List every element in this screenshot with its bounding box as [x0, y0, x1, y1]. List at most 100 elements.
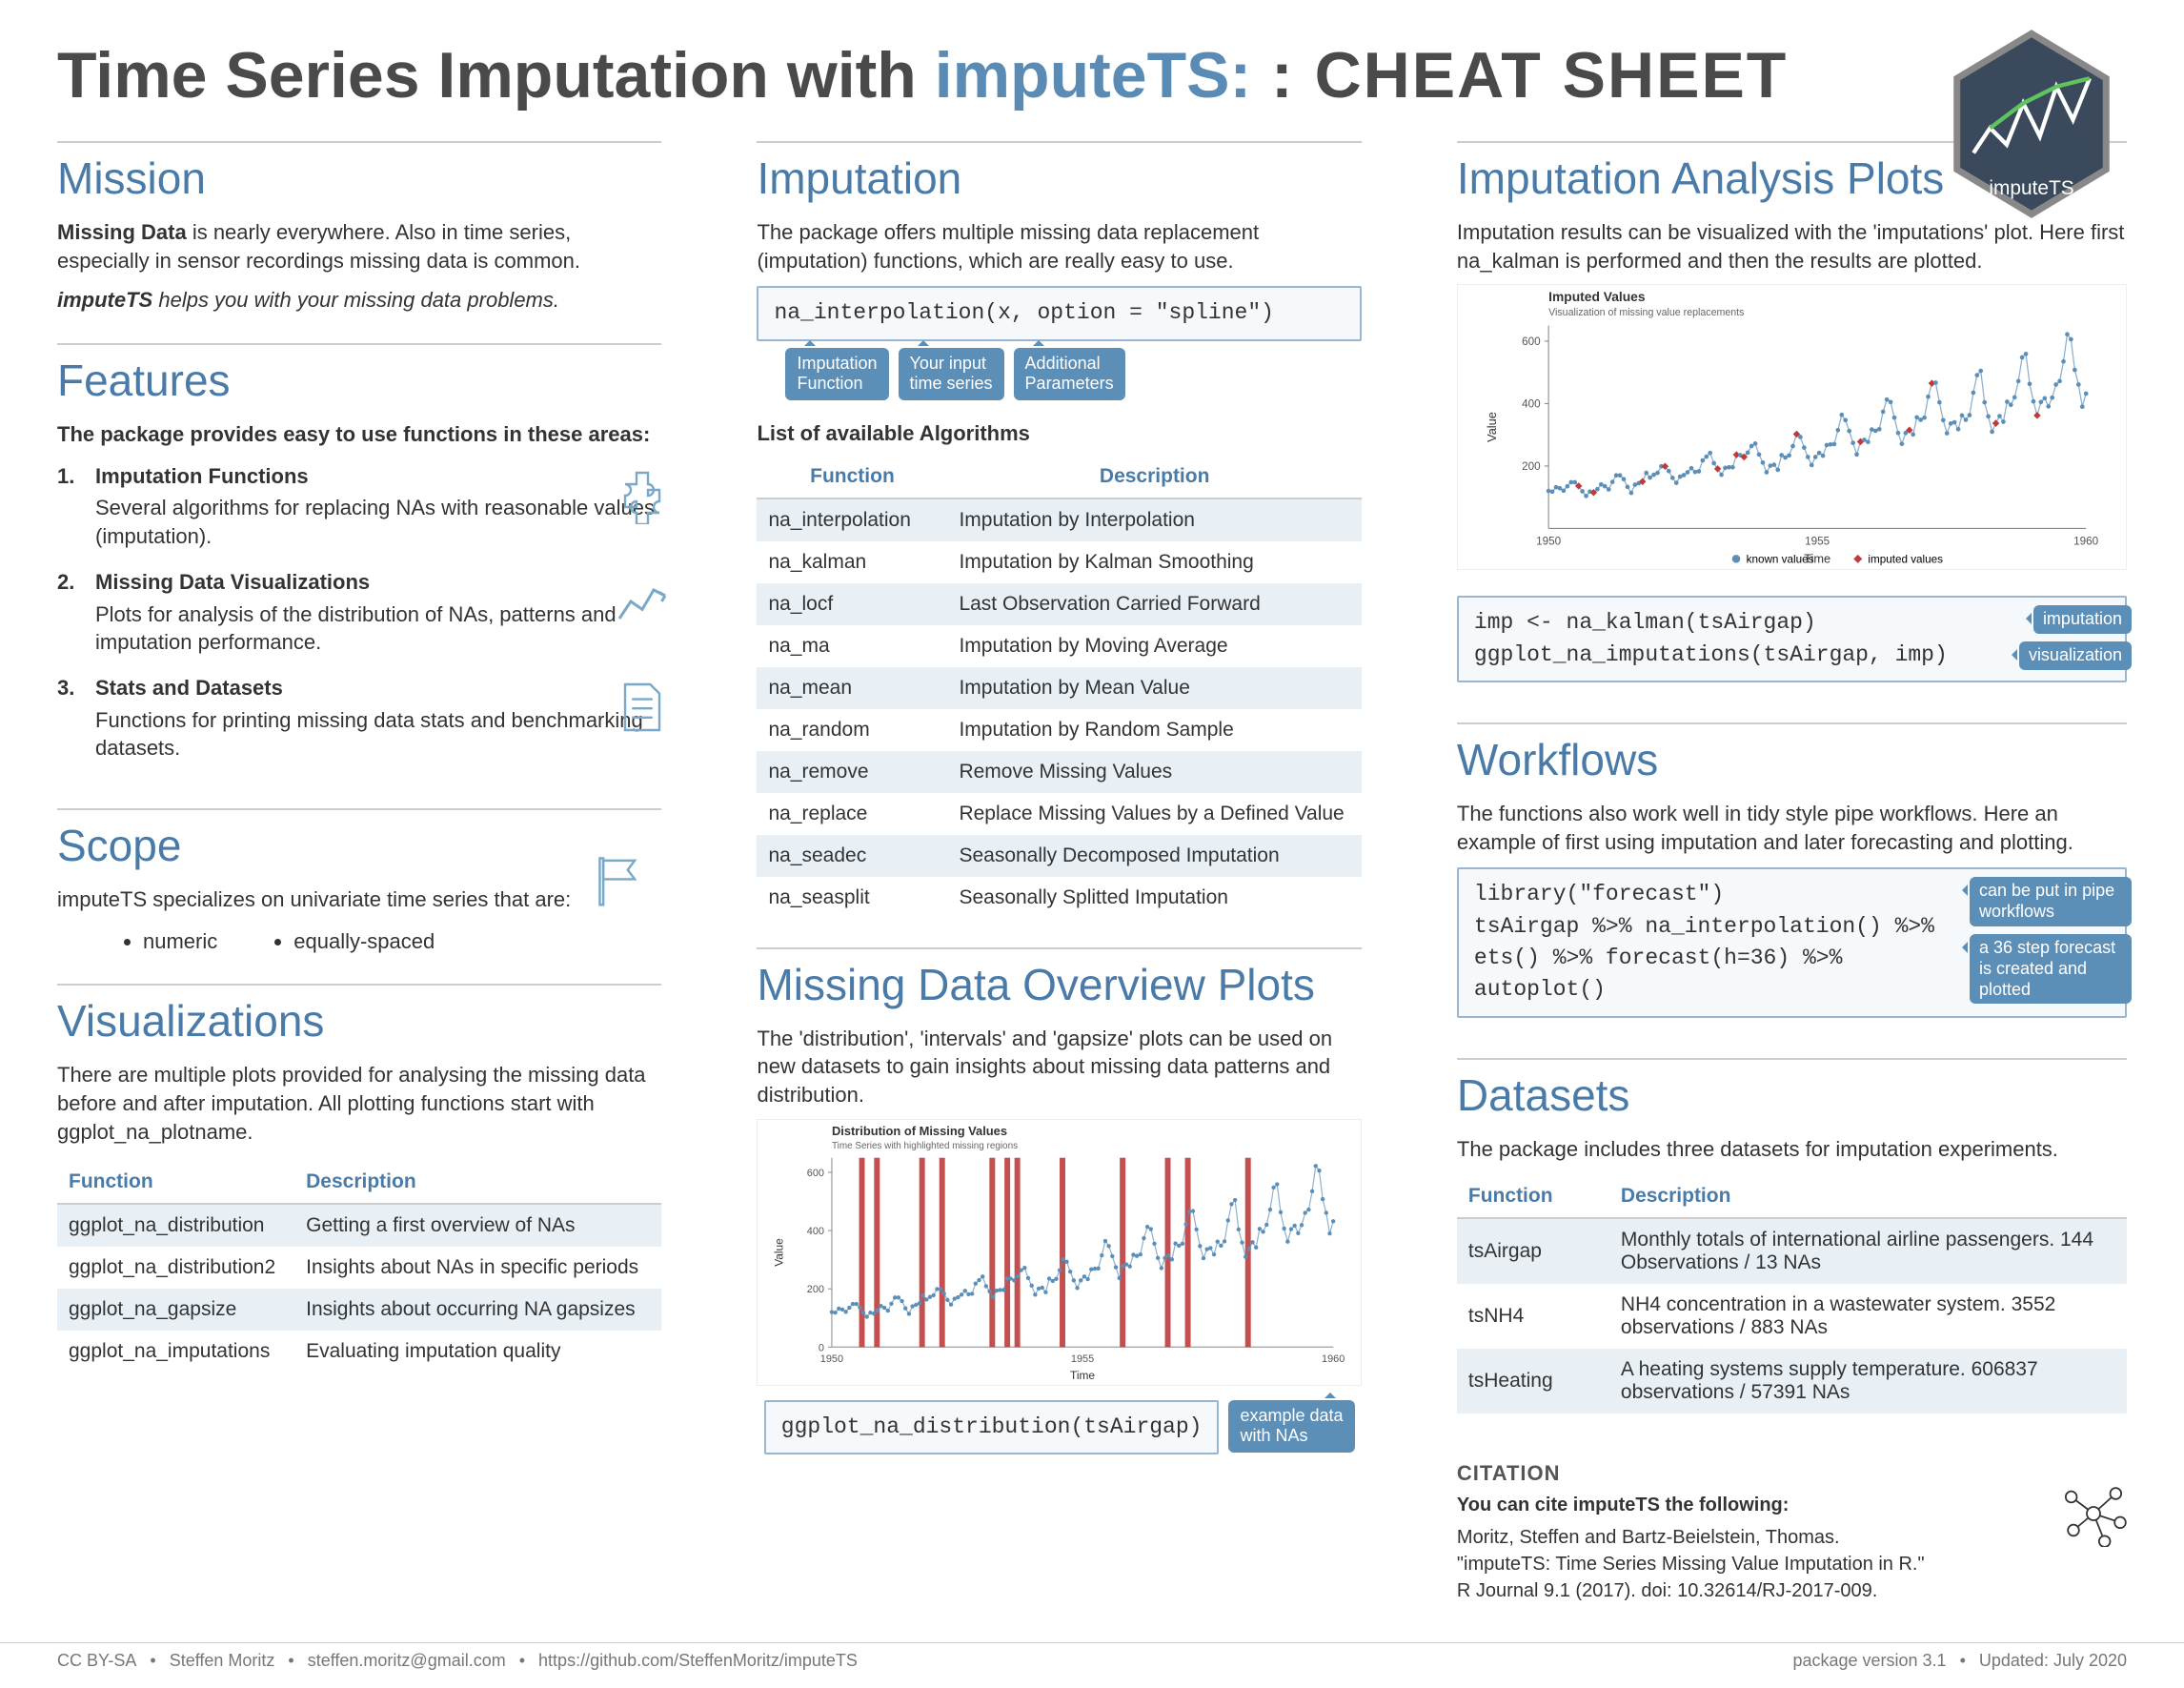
- mission-section: Mission Missing Data is nearly everywher…: [57, 141, 661, 315]
- svg-text:Visualization of missing value: Visualization of missing value replaceme…: [1548, 307, 1744, 318]
- network-icon: [2060, 1480, 2127, 1547]
- analysis-text: Imputation results can be visualized wit…: [1457, 218, 2127, 275]
- table-row: na_maImputation by Moving Average: [757, 625, 1361, 667]
- visualizations-section: Visualizations There are multiple plots …: [57, 984, 661, 1373]
- svg-text:600: 600: [807, 1168, 824, 1179]
- svg-text:1955: 1955: [1805, 536, 1830, 548]
- svg-text:0: 0: [819, 1342, 824, 1353]
- table-row: na_seadecSeasonally Decomposed Imputatio…: [757, 835, 1361, 877]
- svg-text:imputeTS: imputeTS: [1989, 177, 2073, 199]
- svg-text:1950: 1950: [820, 1353, 843, 1365]
- table-row: tsAirgapMonthly totals of international …: [1457, 1218, 2127, 1284]
- table-row: na_kalmanImputation by Kalman Smoothing: [757, 541, 1361, 583]
- mission-title: Mission: [57, 141, 661, 204]
- svg-text:200: 200: [807, 1284, 824, 1295]
- scope-item: equally-spaced: [293, 927, 435, 956]
- workflows-tag-2: a 36 step forecast is created and plotte…: [1970, 934, 2132, 1004]
- svg-text:known values: known values: [1747, 554, 1814, 566]
- datasets-text: The package includes three datasets for …: [1457, 1135, 2127, 1164]
- column-left: Mission Missing Data is nearly everywher…: [57, 141, 661, 1604]
- feature-icon: [614, 467, 671, 524]
- table-row: na_locfLast Observation Carried Forward: [757, 583, 1361, 625]
- svg-text:1960: 1960: [1322, 1353, 1345, 1365]
- feature-item: Imputation FunctionsSeveral algorithms f…: [57, 462, 661, 551]
- imputed-chart: Imputed Values Visualization of missing v…: [1457, 284, 2127, 570]
- citation-lead: You can cite imputeTS the following:: [1457, 1492, 2127, 1518]
- table-row: tsNH4NH4 concentration in a wastewater s…: [1457, 1284, 2127, 1349]
- flag-icon: [595, 856, 642, 908]
- datasets-title: Datasets: [1457, 1058, 2127, 1121]
- svg-text:imputed values: imputed values: [1868, 554, 1943, 566]
- table-row: ggplot_na_distribution2Insights about NA…: [57, 1247, 661, 1289]
- svg-text:Distribution of Missing Values: Distribution of Missing Values: [832, 1124, 1007, 1138]
- table-row: ggplot_na_distributionGetting a first ov…: [57, 1204, 661, 1247]
- svg-text:400: 400: [807, 1226, 824, 1237]
- table-row: ggplot_na_imputationsEvaluating imputati…: [57, 1331, 661, 1373]
- scope-text: imputeTS specializes on univariate time …: [57, 885, 661, 914]
- analysis-section: Imputation Analysis Plots Imputation res…: [1457, 141, 2127, 694]
- distribution-chart: Distribution of Missing Values Time Serie…: [757, 1119, 1361, 1386]
- feature-item: Stats and DatasetsFunctions for printing…: [57, 674, 661, 763]
- analysis-tag-2: visualization: [2019, 641, 2132, 670]
- svg-text:200: 200: [1522, 461, 1541, 474]
- feature-item: Missing Data VisualizationsPlots for ana…: [57, 568, 661, 657]
- imputation-text: The package offers multiple missing data…: [757, 218, 1361, 275]
- citation-section: CITATION You can cite imputeTS the follo…: [1457, 1442, 2127, 1604]
- citation-text: Moritz, Steffen and Bartz-Beielstein, Th…: [1457, 1524, 2127, 1604]
- workflows-section: Workflows The functions also work well i…: [1457, 722, 2127, 1029]
- overview-title: Missing Data Overview Plots: [757, 947, 1361, 1010]
- table-row: na_seasplitSeasonally Splitted Imputatio…: [757, 877, 1361, 919]
- svg-text:Time Series with highlighted m: Time Series with highlighted missing reg…: [832, 1140, 1018, 1150]
- datasets-table: FunctionDescription tsAirgapMonthly tota…: [1457, 1175, 2127, 1413]
- imputation-title: Imputation: [757, 141, 1361, 204]
- svg-text:400: 400: [1522, 398, 1541, 411]
- code-tag: Your input time series: [899, 348, 1004, 400]
- visualizations-table: FunctionDescription ggplot_na_distributi…: [57, 1161, 661, 1373]
- table-row: na_removeRemove Missing Values: [757, 751, 1361, 793]
- algorithms-table: FunctionDescription na_interpolationImpu…: [757, 456, 1361, 919]
- scope-section: Scope imputeTS specializes on univariate…: [57, 808, 661, 955]
- features-intro: The package provides easy to use functio…: [57, 420, 661, 449]
- mission-p2: imputeTS helps you with your missing dat…: [57, 286, 661, 315]
- workflows-title: Workflows: [1457, 722, 2127, 785]
- visualizations-text: There are multiple plots provided for an…: [57, 1061, 661, 1146]
- feature-icon: [614, 573, 671, 630]
- footer: CC BY-SA•Steffen Moritz•steffen.moritz@g…: [0, 1642, 2184, 1678]
- svg-text:1960: 1960: [2073, 536, 2099, 548]
- code-tag: Imputation Function: [785, 348, 888, 400]
- table-row: na_replaceReplace Missing Values by a De…: [757, 793, 1361, 835]
- svg-text:Value: Value: [773, 1237, 786, 1266]
- svg-text:Value: Value: [1485, 413, 1499, 443]
- table-row: na_randomImputation by Random Sample: [757, 709, 1361, 751]
- citation-title: CITATION: [1457, 1461, 2127, 1486]
- datasets-section: Datasets The package includes three data…: [1457, 1058, 2127, 1413]
- overview-code: ggplot_na_distribution(tsAirgap): [764, 1400, 1220, 1454]
- page-title: Time Series Imputation with imputeTS: : …: [57, 38, 1788, 112]
- svg-text:Time: Time: [1070, 1369, 1095, 1382]
- workflows-text: The functions also work well in tidy sty…: [1457, 800, 2127, 856]
- imputation-code: na_interpolation(x, option = "spline"): [757, 286, 1361, 340]
- code-tag: Additional Parameters: [1014, 348, 1125, 400]
- scope-item: numeric: [143, 927, 217, 956]
- table-row: ggplot_na_gapsizeInsights about occurrin…: [57, 1289, 661, 1331]
- svg-text:1950: 1950: [1536, 536, 1562, 548]
- algorithms-label: List of available Algorithms: [757, 419, 1361, 448]
- feature-icon: [614, 679, 671, 736]
- svg-text:600: 600: [1522, 336, 1541, 349]
- svg-text:Imputed Values: Imputed Values: [1548, 289, 1646, 304]
- hex-logo: imputeTS: [1936, 29, 2127, 219]
- imputation-section: Imputation The package offers multiple m…: [757, 141, 1361, 919]
- column-middle: Imputation The package offers multiple m…: [757, 141, 1361, 1604]
- table-row: tsHeatingA heating systems supply temper…: [1457, 1349, 2127, 1413]
- overview-section: Missing Data Overview Plots The 'distrib…: [757, 947, 1361, 1454]
- table-row: na_interpolationImputation by Interpolat…: [757, 498, 1361, 541]
- features-title: Features: [57, 343, 661, 406]
- header: Time Series Imputation with imputeTS: : …: [57, 38, 2127, 112]
- scope-title: Scope: [57, 808, 661, 871]
- mission-p1: Missing Data is nearly everywhere. Also …: [57, 218, 661, 275]
- overview-tag: example data with NAs: [1228, 1400, 1354, 1453]
- analysis-tag-1: imputation: [2033, 605, 2132, 634]
- visualizations-title: Visualizations: [57, 984, 661, 1047]
- table-row: na_meanImputation by Mean Value: [757, 667, 1361, 709]
- features-section: Features The package provides easy to us…: [57, 343, 661, 780]
